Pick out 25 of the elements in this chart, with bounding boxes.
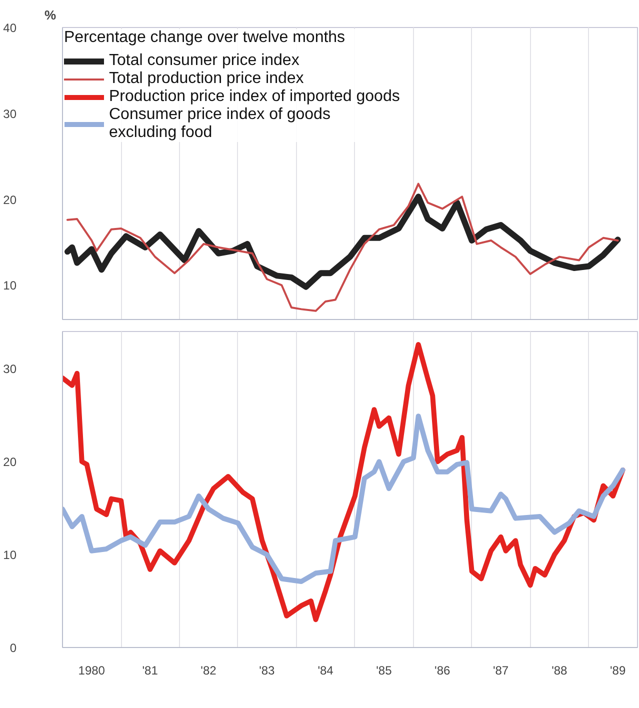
legend-title: Percentage change over twelve months	[64, 29, 346, 47]
x-tick-label: '83	[259, 664, 276, 678]
y-tick-label: 20	[3, 455, 17, 470]
x-tick-label: '86	[434, 664, 451, 678]
y-tick-label: 10	[3, 548, 17, 562]
x-tick-label: '87	[492, 664, 509, 678]
x-tick-label: '88	[552, 664, 568, 678]
legend-label: Total consumer price index	[109, 52, 300, 70]
x-tick-label: '89	[610, 664, 626, 678]
line-series	[66, 182, 619, 312]
legend-label: Total production price index	[109, 70, 304, 88]
x-tick-label: '84	[318, 664, 334, 678]
legend-label: Production price index of imported goods	[109, 88, 400, 106]
y-tick-label: 30	[3, 106, 17, 121]
y-tick-label: 20	[3, 192, 17, 207]
y-tick-label: 10	[3, 278, 17, 293]
y-axis-title: %	[44, 8, 56, 22]
x-tick-label: '85	[376, 664, 392, 678]
x-tick-label: '82	[200, 664, 217, 678]
x-tick-label: 1980	[78, 664, 106, 678]
x-tick-label: '81	[142, 664, 158, 678]
y-tick-label: 0	[10, 641, 17, 655]
y-tick-label: 40	[3, 21, 17, 35]
y-tick-label: 30	[3, 362, 17, 376]
legend-label: Consumer price index of goods excluding food	[109, 106, 330, 142]
